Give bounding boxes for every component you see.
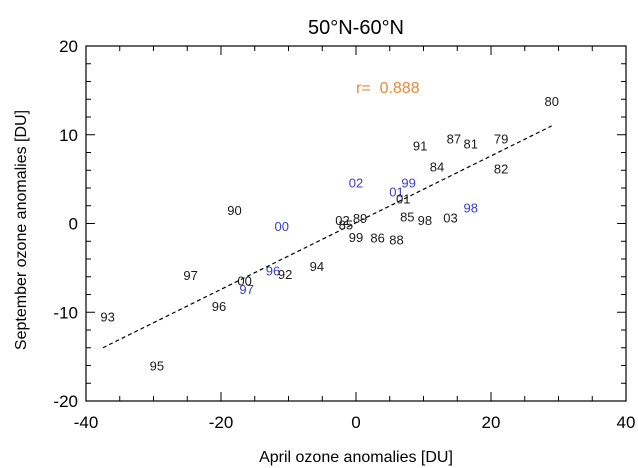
data-point-label: 89	[353, 211, 367, 226]
data-point-label: 98	[418, 213, 432, 228]
data-point-label: 91	[413, 138, 427, 153]
data-point-label: 90	[227, 203, 241, 218]
data-point-label: 85	[400, 209, 414, 224]
data-point-label: 01	[389, 185, 403, 200]
data-point-label: 00	[237, 273, 251, 288]
data-point-label: 93	[100, 310, 114, 325]
data-point-label: 81	[464, 137, 478, 152]
data-point-label: 02	[349, 176, 363, 191]
x-tick-label: -20	[209, 413, 234, 432]
x-tick-label: 0	[351, 413, 360, 432]
data-point-label: 97	[183, 268, 197, 283]
data-point-label: 96	[212, 299, 226, 314]
y-tick-label: 0	[69, 215, 78, 234]
data-point-label: 00	[275, 219, 289, 234]
data-point-label: 88	[389, 232, 403, 247]
y-tick-label: 20	[59, 37, 78, 56]
y-axis-label: September ozone anomalies [DU]	[13, 110, 30, 350]
data-point-label: 84	[430, 160, 444, 175]
x-tick-label: 40	[617, 413, 636, 432]
data-point-label: 99	[401, 176, 415, 191]
regression-line	[102, 125, 553, 349]
data-point-label: 96	[266, 264, 280, 279]
data-point-label: 79	[494, 131, 508, 146]
data-point-label: 02	[335, 213, 349, 228]
data-point-label: 97	[239, 282, 253, 297]
data-point-label: 03	[443, 210, 457, 225]
data-point-label: 92	[278, 267, 292, 282]
y-tick-label: -20	[53, 392, 78, 411]
data-point-label: 99	[349, 230, 363, 245]
y-tick-label: -10	[53, 303, 78, 322]
data-point-label: 98	[464, 201, 478, 216]
y-tick-label: 10	[59, 126, 78, 145]
data-point-label: 85	[339, 217, 353, 232]
data-point-label: 86	[370, 231, 384, 246]
data-point-label: 82	[494, 161, 508, 176]
chart-title: 50°N-60°N	[308, 17, 404, 39]
data-point-label: 01	[396, 192, 410, 207]
data-point-label: 87	[447, 131, 461, 146]
correlation-annotation: r= 0.888	[356, 80, 420, 97]
data-point-label: 95	[150, 359, 164, 374]
x-tick-label: -40	[74, 413, 99, 432]
x-axis-label: April ozone anomalies [DU]	[259, 449, 453, 466]
x-tick-label: 20	[482, 413, 501, 432]
data-point-label: 94	[310, 259, 324, 274]
data-point-label: 80	[545, 94, 559, 109]
